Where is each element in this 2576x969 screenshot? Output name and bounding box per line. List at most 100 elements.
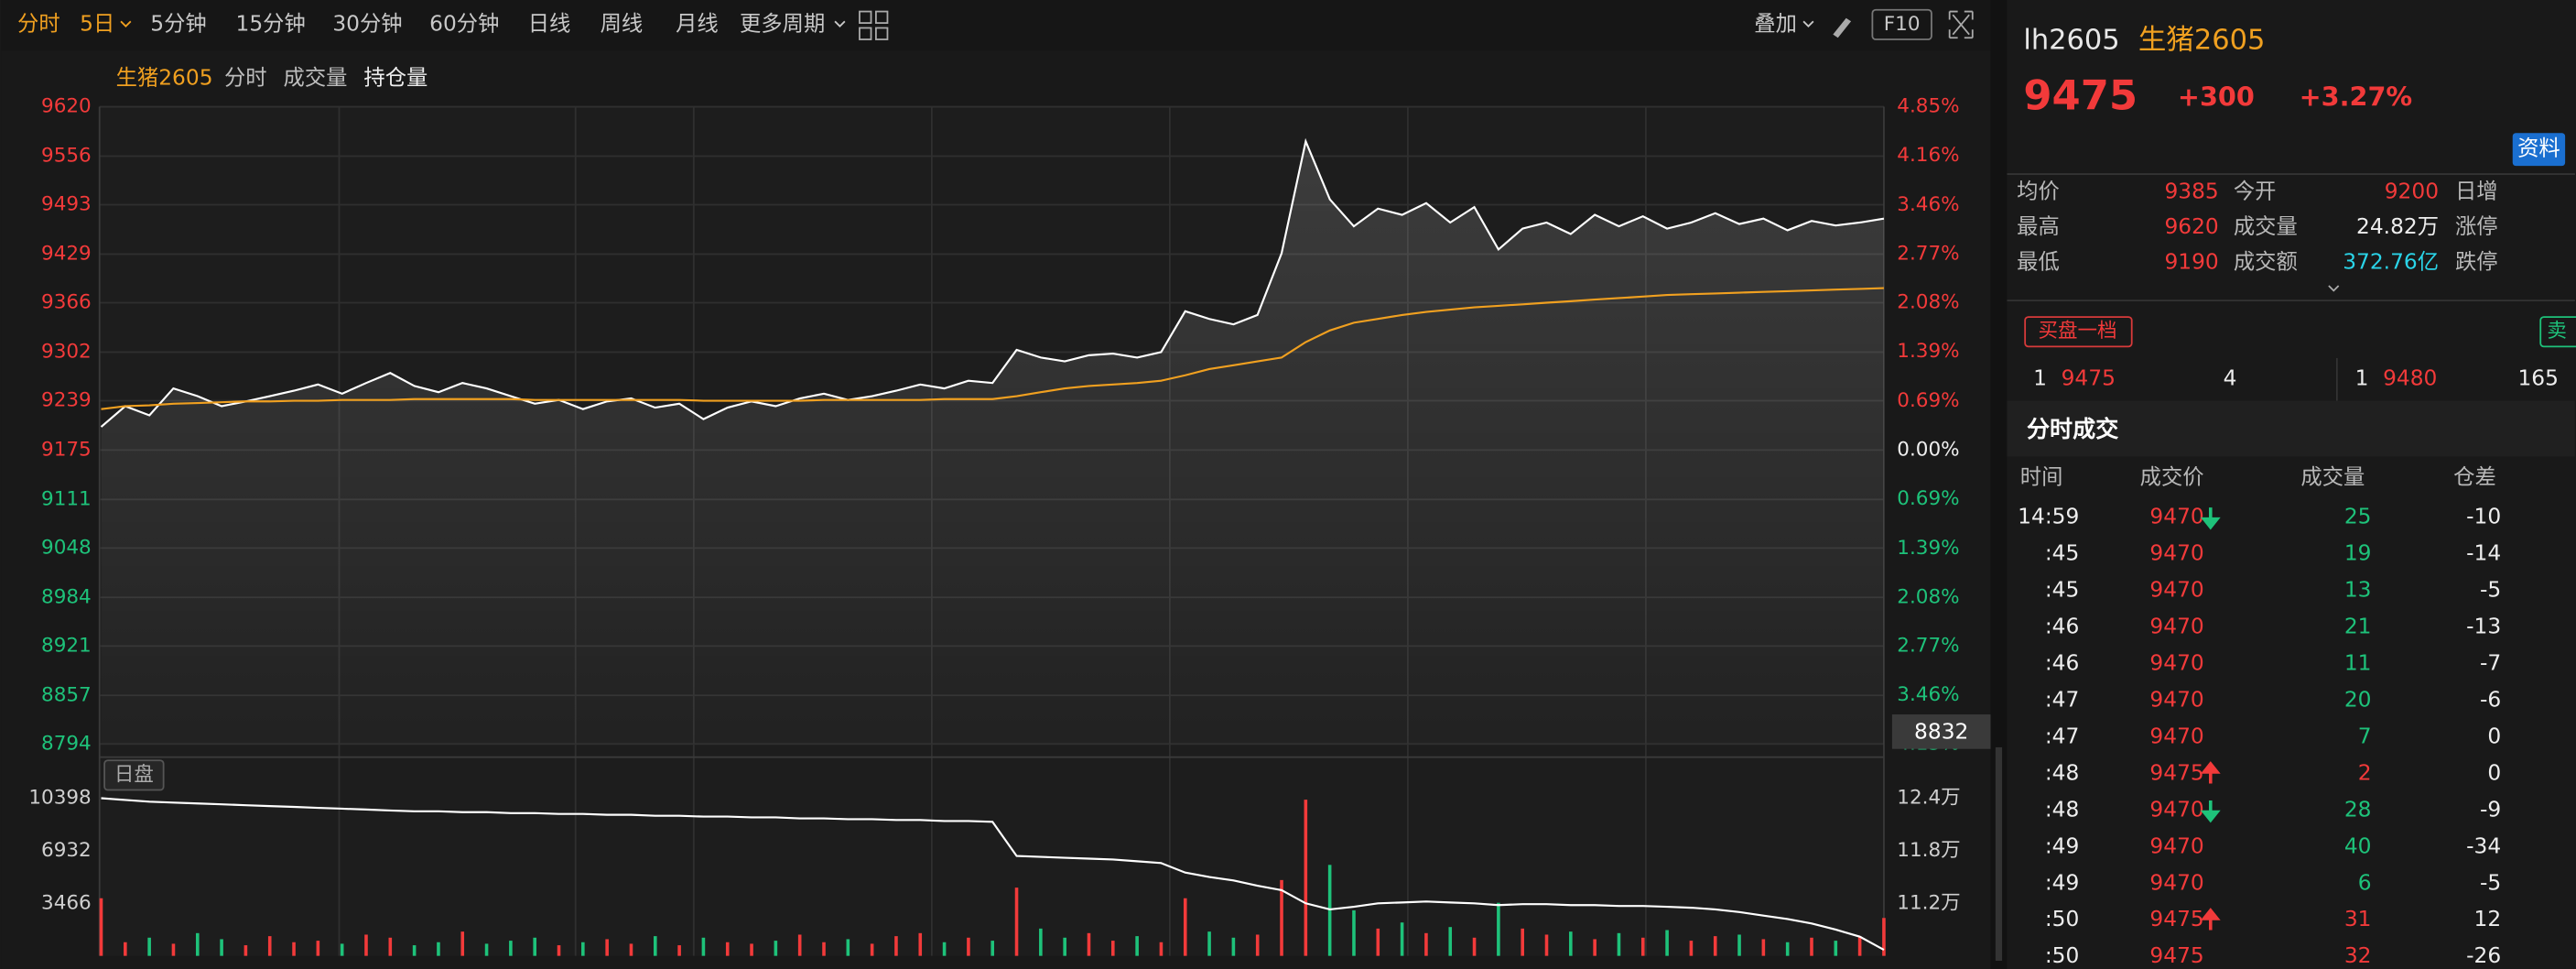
volume-bar — [990, 941, 995, 956]
trade-price: 9470 — [2149, 577, 2203, 602]
trade-oi-change: -13 — [2466, 614, 2501, 638]
period-tab[interactable]: 更多周期 — [740, 11, 825, 36]
trade-volume: 25 — [2344, 504, 2372, 528]
volume-bar — [846, 939, 850, 956]
volume-bar — [1183, 898, 1187, 956]
trade-time: :47 — [2045, 687, 2080, 712]
volume-bar — [171, 943, 176, 956]
stat-label: 跌停 — [2455, 249, 2498, 274]
y-tick-label: 9111 — [41, 487, 92, 510]
caret[interactable] — [1802, 20, 1814, 27]
volume-bar — [1231, 937, 1236, 956]
legend-item[interactable]: 成交量 — [284, 66, 348, 91]
book-cell: 1 — [2033, 366, 2047, 391]
volume-bar — [1014, 887, 1019, 956]
trade-volume: 19 — [2344, 540, 2372, 565]
layout-icon[interactable] — [859, 10, 872, 25]
y-tick-label: 6932 — [41, 839, 92, 862]
volume-bar — [1617, 932, 1621, 956]
layout-icon[interactable] — [859, 27, 872, 40]
period-tab[interactable]: 分时 — [17, 11, 60, 36]
volume-bar — [629, 943, 633, 956]
volume-bar — [1039, 928, 1043, 956]
layout-icon[interactable] — [875, 27, 889, 40]
draw-tool[interactable] — [1833, 17, 1852, 38]
volume-bar — [509, 941, 513, 956]
trade-volume: 28 — [2344, 797, 2372, 822]
book-cell: 1 — [2355, 366, 2369, 391]
symbol-code: lh2605 — [2023, 24, 2119, 56]
volume-bar — [1640, 937, 1645, 956]
trade-price: 9470 — [2149, 797, 2203, 822]
volume-bar — [292, 942, 296, 956]
volume-bar — [774, 941, 778, 956]
period-tab[interactable]: 60分钟 — [429, 11, 499, 36]
trade-oi-change: 0 — [2487, 760, 2501, 785]
trade-price: 9475 — [2149, 943, 2203, 968]
period-tab[interactable]: 15分钟 — [236, 11, 306, 36]
open-interest-line — [101, 797, 1885, 951]
trade-price: 9475 — [2149, 907, 2203, 931]
volume-bar — [918, 932, 923, 956]
legend-item[interactable]: 分时 — [224, 66, 267, 91]
legend-item[interactable]: 持仓量 — [363, 66, 428, 91]
trade-oi-change: -10 — [2466, 504, 2501, 528]
trades-header: 仓差 — [2453, 464, 2496, 489]
y2-tick-label: 11.8万 — [1897, 839, 1960, 862]
y-tick-label: 8794 — [41, 732, 92, 755]
volume-bar — [460, 931, 465, 956]
y-tick-label: 9302 — [41, 340, 92, 363]
volume-bar — [1593, 939, 1596, 956]
scrollbar[interactable] — [1995, 746, 2003, 962]
caret[interactable] — [834, 20, 846, 27]
volume-bar — [1400, 922, 1404, 956]
period-tab[interactable]: 月线 — [676, 11, 719, 36]
trade-time: :48 — [2045, 797, 2080, 822]
period-tab[interactable]: 日线 — [528, 11, 571, 36]
legend-item[interactable]: 生猪2605 — [116, 66, 213, 91]
session-tag — [103, 759, 165, 791]
section-header — [2007, 400, 2575, 457]
period-tab[interactable]: 5分钟 — [150, 11, 206, 36]
period-tab[interactable]: 周线 — [601, 11, 644, 36]
volume-bar — [340, 943, 344, 956]
period-tab[interactable]: 30分钟 — [332, 11, 402, 36]
ask-tag — [2539, 316, 2576, 348]
trade-volume: 32 — [2344, 943, 2372, 968]
volume-bar — [267, 936, 272, 956]
trade-arrow — [2200, 761, 2221, 784]
volume-bar — [725, 942, 730, 956]
f10-box[interactable] — [1871, 8, 1932, 40]
info-button-label[interactable]: 资料 — [2517, 136, 2560, 161]
layout-icon[interactable] — [875, 10, 889, 25]
trade-volume: 2 — [2358, 760, 2372, 785]
y2-tick-label: 2.77% — [1897, 635, 1959, 658]
y-tick-label: 9366 — [41, 291, 92, 314]
y-tick-label: 9429 — [41, 242, 92, 265]
fullscreen-icon[interactable] — [1948, 10, 1974, 39]
stat-label: 最高 — [2017, 214, 2060, 239]
overlay-button[interactable]: 叠加 — [1754, 11, 1797, 36]
y-tick-label: 9620 — [41, 95, 92, 118]
y2-tick-label: 2.08% — [1897, 585, 1959, 608]
ask-title: 卖 — [2547, 320, 2567, 343]
volume-bar — [750, 943, 753, 956]
period-tab[interactable]: 5日 — [80, 11, 114, 36]
stat-label: 最低 — [2017, 249, 2060, 274]
book-cell: 165 — [2517, 366, 2558, 391]
info-button[interactable] — [2512, 133, 2566, 167]
price-line — [100, 137, 1885, 428]
trade-time: :49 — [2045, 870, 2080, 895]
stat-label: 今开 — [2234, 179, 2277, 203]
volume-bar — [1521, 928, 1524, 956]
trade-arrow — [2200, 507, 2221, 530]
average-line — [101, 287, 1884, 410]
caret[interactable] — [120, 20, 132, 27]
expand-caret[interactable] — [2328, 285, 2340, 292]
splitter[interactable] — [1990, 0, 2008, 969]
trade-time: :50 — [2045, 943, 2080, 968]
volume-bar — [1497, 902, 1500, 956]
f10-button[interactable]: F10 — [1884, 13, 1921, 36]
trade-time: :46 — [2045, 650, 2080, 675]
stat-value: 24.82万 — [2356, 214, 2439, 239]
